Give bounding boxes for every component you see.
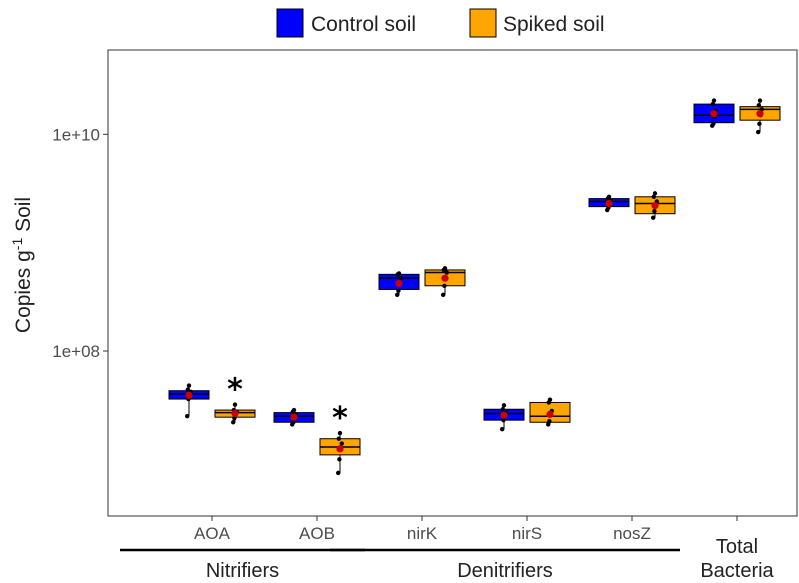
- data-point: [547, 397, 553, 402]
- y-tick-label: 1e+10: [52, 125, 100, 144]
- data-point: [441, 292, 446, 298]
- data-point: [710, 101, 715, 107]
- mean-marker: [185, 391, 193, 399]
- significance-star: *: [227, 373, 243, 408]
- mean-marker: [500, 411, 508, 419]
- data-point: [606, 194, 612, 199]
- data-point: [500, 407, 505, 412]
- data-point: [757, 121, 762, 127]
- data-point: [395, 292, 400, 298]
- mean-marker: [290, 413, 298, 421]
- data-point: [756, 129, 761, 135]
- x-tick-label: nirS: [512, 524, 542, 543]
- data-point: [442, 266, 448, 271]
- data-point: [339, 441, 344, 446]
- x-tick-label: Total: [716, 536, 758, 558]
- boxes: [168, 98, 781, 476]
- y-axis: 1e+08 1e+10: [52, 125, 108, 361]
- y-axis-label-superscript: -1: [9, 238, 25, 251]
- mean-marker: [710, 110, 718, 118]
- mean-marker: [756, 110, 764, 118]
- y-axis-label: Copies g-1 Soil: [9, 197, 35, 333]
- annotations: **: [227, 373, 348, 436]
- legend-swatch-spiked: [469, 8, 497, 38]
- box-total-bacteria-spiked: [739, 98, 781, 135]
- x-tick-label: AOB: [299, 524, 335, 543]
- box-nirk-spiked: [424, 266, 466, 298]
- legend-swatch-control: [276, 8, 304, 38]
- box-nirs-spiked: [529, 397, 571, 427]
- mean-marker: [336, 445, 344, 453]
- group-label: Denitrifiers: [457, 560, 553, 582]
- data-point: [547, 418, 552, 424]
- plot-border: [107, 49, 798, 517]
- data-point: [185, 414, 190, 419]
- data-point: [444, 270, 449, 275]
- data-point: [337, 430, 343, 436]
- x-tick-label: nosZ: [613, 524, 651, 543]
- box-aoa-spiked: [214, 402, 256, 425]
- data-point: [396, 288, 401, 293]
- data-point: [185, 387, 190, 392]
- group-label: Nitrifiers: [206, 560, 279, 582]
- mean-marker: [605, 199, 613, 208]
- data-point: [757, 98, 763, 103]
- data-point: [501, 403, 507, 408]
- y-axis-label-suffix: Soil: [12, 197, 35, 238]
- data-point: [652, 191, 658, 196]
- data-point: [186, 383, 192, 388]
- mean-marker: [395, 279, 403, 288]
- mean-marker: [441, 274, 449, 282]
- box-nirs-control: [483, 403, 525, 432]
- mean-marker: [651, 201, 659, 210]
- box-total-bacteria-control: [693, 98, 735, 128]
- x-tick-label: AOA: [194, 524, 231, 543]
- box-nosz-spiked: [634, 191, 676, 220]
- box-nosz-control: [588, 194, 630, 213]
- box-aob-spiked: [319, 430, 361, 476]
- box-aoa-control: [168, 383, 210, 419]
- legend-label-control: Control soil: [311, 13, 416, 36]
- legend-label-spiked: Spiked soil: [503, 13, 605, 36]
- data-point: [500, 426, 505, 432]
- mean-marker: [546, 410, 554, 418]
- data-point: [336, 470, 341, 476]
- data-point: [336, 436, 341, 441]
- data-point: [711, 121, 716, 127]
- x-tick-label: nirK: [407, 524, 438, 543]
- data-point: [396, 271, 402, 276]
- plot-frame: [107, 49, 798, 517]
- data-point: [651, 194, 656, 199]
- data-point: [652, 209, 657, 214]
- data-point: [442, 283, 447, 288]
- data-point: [651, 215, 656, 220]
- data-point: [501, 417, 506, 423]
- y-axis-label-main: Copies g: [12, 250, 35, 333]
- data-point: [756, 103, 761, 108]
- x-tick-label: Bacteria: [700, 560, 774, 582]
- box-nirk-control: [378, 271, 420, 298]
- significance-star: *: [332, 401, 348, 436]
- data-point: [232, 402, 238, 407]
- mean-marker: [231, 409, 239, 418]
- data-point: [337, 457, 342, 462]
- category-groups: Nitrifiers Denitrifiers: [120, 548, 680, 582]
- data-point: [291, 420, 296, 425]
- data-point: [291, 407, 297, 413]
- box-aob-control: [273, 407, 315, 427]
- data-point: [231, 420, 236, 425]
- data-point: [398, 275, 403, 281]
- legend: Control soil Spiked soil: [276, 8, 605, 38]
- data-point: [711, 98, 717, 103]
- y-tick-label: 1e+08: [52, 342, 100, 361]
